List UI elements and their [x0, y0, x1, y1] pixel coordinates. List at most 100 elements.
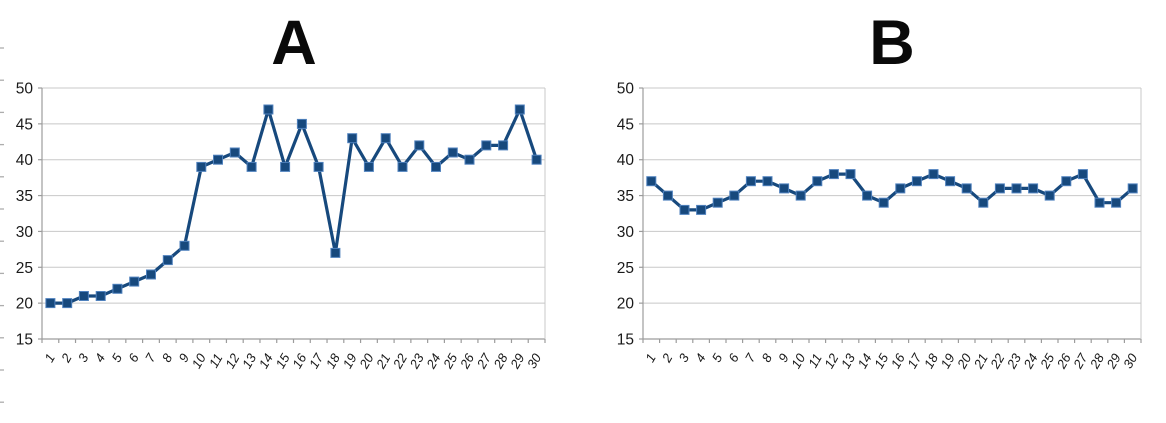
- data-point-marker: [878, 197, 889, 208]
- data-point-marker: [961, 183, 972, 194]
- x-axis-tick-label: 19: [340, 351, 360, 371]
- x-axis-tick-label: 3: [675, 350, 692, 364]
- data-point-marker: [662, 190, 673, 201]
- y-axis-tick-label: 35: [16, 188, 33, 205]
- x-axis-tick-label: 6: [725, 350, 742, 364]
- data-point-marker: [1127, 183, 1138, 194]
- data-point-marker: [112, 283, 123, 294]
- data-point-marker: [762, 176, 773, 187]
- x-axis-tick-label: 6: [125, 350, 142, 364]
- x-axis-tick-label: 5: [108, 350, 125, 364]
- x-axis-tick-label: 7: [142, 350, 159, 364]
- data-point-marker: [397, 161, 408, 172]
- data-point-marker: [414, 140, 425, 151]
- data-point-marker: [213, 154, 223, 165]
- x-axis-tick-label: 25: [1037, 350, 1058, 372]
- x-axis-tick-label: 1: [642, 351, 659, 365]
- data-point-marker: [129, 276, 140, 287]
- x-axis-tick-label: 7: [742, 350, 759, 364]
- x-axis-tick-label: 27: [1070, 350, 1091, 372]
- x-axis-tick-label: 28: [490, 350, 511, 372]
- data-point-marker: [845, 169, 856, 180]
- data-point-marker: [531, 154, 542, 165]
- data-point-marker: [464, 154, 475, 165]
- data-point-marker: [380, 133, 391, 144]
- y-axis-tick-label: 15: [16, 332, 33, 349]
- data-point-marker: [45, 298, 56, 309]
- y-axis-tick-label: 45: [617, 116, 634, 133]
- x-axis-tick-label: 20: [954, 350, 975, 372]
- data-point-marker: [78, 291, 89, 301]
- x-axis-tick-label: 29: [1103, 351, 1124, 372]
- y-axis-tick-label: 20: [617, 296, 635, 313]
- y-axis-tick-label: 20: [16, 296, 34, 313]
- y-axis-tick-label: 15: [617, 332, 634, 349]
- x-axis-tick-label: 23: [406, 350, 427, 372]
- data-point-marker: [1044, 190, 1055, 201]
- x-axis-tick-label: 24: [423, 351, 444, 372]
- x-axis-tick-label: 14: [854, 351, 874, 371]
- x-axis-tick-label: 5: [709, 350, 726, 364]
- data-point-marker: [95, 291, 106, 301]
- data-point-marker: [263, 104, 274, 115]
- x-axis-tick-label: 21: [373, 351, 394, 372]
- x-axis-tick-label: 2: [658, 350, 675, 365]
- data-point-marker: [146, 269, 156, 280]
- data-point-marker: [313, 161, 324, 172]
- x-axis-tick-label: 22: [987, 350, 1008, 372]
- x-axis-tick-label: 14: [256, 351, 276, 371]
- data-point-marker: [1011, 183, 1022, 194]
- data-point-marker: [895, 183, 906, 194]
- y-axis-tick-label: 40: [617, 152, 635, 169]
- x-axis-tick-label: 4: [92, 351, 109, 365]
- data-point-marker: [481, 140, 492, 151]
- y-axis-tick-label: 35: [617, 188, 634, 205]
- data-point-marker: [994, 183, 1005, 194]
- data-point-marker: [514, 104, 525, 115]
- x-axis-tick-label: 1: [41, 351, 58, 365]
- data-point-marker: [1077, 169, 1088, 180]
- y-axis-tick-label: 25: [617, 260, 634, 277]
- data-point-marker: [1061, 176, 1072, 187]
- chart-title: A: [271, 8, 317, 78]
- chart-title: B: [869, 8, 915, 78]
- x-axis-tick-label: 19: [937, 351, 957, 371]
- data-point-marker: [696, 204, 707, 215]
- x-axis-tick-label: 27: [473, 350, 494, 372]
- data-point-marker: [779, 183, 790, 194]
- data-point-marker: [62, 298, 73, 309]
- x-axis-tick-label: 26: [1053, 350, 1074, 372]
- data-series-line: [48, 107, 539, 305]
- y-axis-tick-label: 45: [16, 116, 33, 133]
- x-axis-tick-label: 29: [507, 351, 528, 372]
- data-point-marker: [330, 247, 341, 258]
- data-point-marker: [1111, 197, 1122, 208]
- data-point-marker: [862, 190, 873, 201]
- x-axis-tick-label: 2: [58, 350, 75, 365]
- data-point-marker: [363, 161, 374, 172]
- x-axis-tick-label: 11: [805, 351, 825, 370]
- data-point-marker: [1028, 183, 1039, 194]
- data-point-marker: [712, 197, 723, 208]
- y-axis-tick-label: 25: [16, 260, 33, 277]
- x-axis-tick-label: 8: [758, 350, 775, 364]
- x-axis-tick-label: 30: [1120, 350, 1141, 371]
- x-axis-tick-label: 25: [440, 350, 461, 372]
- left-edge-tick-marks: [0, 47, 4, 403]
- x-axis-tick-label: 11: [206, 351, 226, 370]
- data-point-marker: [196, 161, 207, 172]
- data-point-marker: [945, 176, 956, 187]
- data-point-marker: [447, 147, 458, 158]
- data-point-marker: [729, 190, 740, 201]
- data-point-marker: [1094, 197, 1105, 208]
- y-axis-tick-label: 50: [617, 81, 635, 98]
- data-point-marker: [229, 147, 240, 158]
- data-point-marker: [679, 204, 690, 215]
- x-axis-tick-label: 20: [356, 350, 377, 372]
- data-point-marker: [246, 161, 257, 172]
- x-axis-tick-label: 3: [75, 350, 92, 364]
- x-axis-tick-label: 26: [456, 350, 477, 372]
- data-point-marker: [280, 161, 291, 172]
